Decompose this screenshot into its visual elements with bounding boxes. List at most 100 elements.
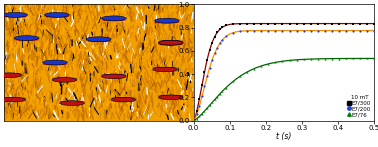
Point [329, 57, 335, 60]
Point [214, 95, 220, 98]
Point [315, 58, 321, 60]
Point [279, 60, 285, 62]
Point [364, 22, 370, 25]
Point [251, 67, 257, 70]
Point [219, 90, 225, 92]
Ellipse shape [158, 95, 183, 97]
Point [357, 29, 363, 32]
Point [357, 22, 363, 25]
Point [371, 29, 377, 32]
Point [223, 86, 229, 89]
Point [279, 22, 285, 25]
Point [191, 119, 197, 121]
Point [301, 22, 307, 25]
Point [265, 29, 271, 32]
Point [212, 52, 218, 54]
Ellipse shape [60, 101, 84, 105]
Ellipse shape [155, 21, 179, 24]
Ellipse shape [14, 39, 39, 41]
Ellipse shape [45, 12, 69, 17]
Point [329, 29, 335, 32]
Ellipse shape [60, 101, 84, 103]
Ellipse shape [153, 67, 177, 72]
Ellipse shape [158, 40, 183, 45]
Point [294, 29, 300, 32]
Ellipse shape [158, 95, 183, 100]
Point [322, 29, 328, 32]
Point [343, 29, 349, 32]
Ellipse shape [45, 16, 69, 18]
Ellipse shape [155, 18, 179, 23]
Ellipse shape [158, 40, 183, 45]
Ellipse shape [111, 97, 136, 102]
Point [294, 22, 300, 25]
Point [371, 22, 377, 25]
Point [196, 105, 202, 107]
Point [244, 71, 250, 73]
Point [244, 30, 250, 32]
Point [201, 110, 208, 112]
Point [258, 22, 264, 25]
Point [217, 42, 223, 45]
Point [273, 22, 279, 25]
Ellipse shape [52, 78, 77, 82]
Point [350, 29, 356, 32]
Point [258, 29, 264, 32]
Point [204, 107, 210, 109]
Point [273, 61, 279, 64]
Ellipse shape [0, 73, 22, 78]
Point [308, 58, 314, 60]
Point [265, 63, 271, 65]
Point [194, 110, 200, 112]
Point [251, 29, 257, 32]
Point [350, 57, 356, 60]
Point [230, 31, 236, 34]
Point [219, 26, 225, 28]
Point [230, 23, 236, 25]
Ellipse shape [153, 67, 177, 69]
Point [322, 57, 328, 60]
Point [287, 29, 293, 32]
Point [196, 115, 202, 118]
Point [308, 29, 314, 32]
Point [191, 118, 197, 121]
Point [199, 113, 205, 115]
Point [336, 29, 342, 32]
Point [204, 59, 210, 61]
Point [212, 35, 218, 38]
Point [364, 29, 370, 32]
Point [201, 85, 208, 87]
Point [357, 57, 363, 60]
Ellipse shape [86, 40, 111, 42]
Point [273, 29, 279, 32]
Point [371, 57, 377, 60]
Point [209, 59, 215, 61]
Point [343, 22, 349, 25]
Point [308, 22, 314, 25]
Point [223, 35, 229, 38]
Ellipse shape [1, 97, 26, 102]
Point [212, 98, 218, 101]
Point [287, 59, 293, 62]
Point [301, 58, 307, 61]
Point [279, 29, 285, 32]
Ellipse shape [102, 74, 126, 79]
Point [230, 80, 236, 83]
Point [343, 57, 349, 60]
Point [214, 31, 220, 34]
Point [237, 75, 243, 77]
Point [219, 39, 225, 41]
Ellipse shape [43, 60, 67, 65]
Ellipse shape [158, 40, 183, 42]
Point [258, 65, 264, 67]
Ellipse shape [43, 63, 67, 65]
Point [364, 57, 370, 60]
Point [194, 117, 200, 120]
Point [217, 28, 223, 30]
Point [336, 22, 342, 25]
Point [322, 22, 328, 25]
Point [194, 113, 200, 116]
Ellipse shape [111, 97, 136, 99]
Point [251, 22, 257, 25]
Ellipse shape [1, 97, 26, 99]
